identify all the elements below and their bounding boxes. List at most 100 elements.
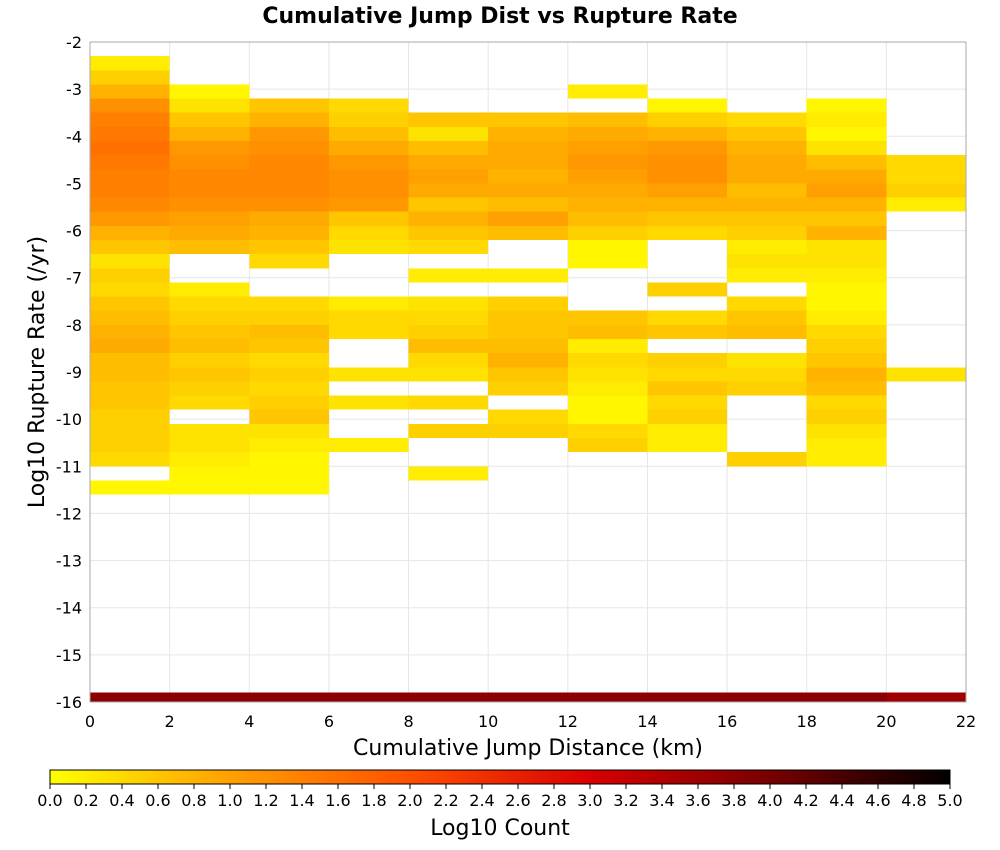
heatmap-cell xyxy=(169,84,250,99)
colorbar-tick-label: 5.0 xyxy=(937,791,962,810)
heatmap-cell xyxy=(169,324,250,339)
heatmap-cell xyxy=(169,339,250,354)
heatmap-cell xyxy=(328,183,409,198)
heatmap-cell xyxy=(806,310,887,325)
colorbar-tick-label: 1.0 xyxy=(217,791,242,810)
heatmap-cell xyxy=(567,225,648,240)
heatmap-cell xyxy=(806,296,887,311)
heatmap-cell xyxy=(169,480,250,495)
heatmap-cell xyxy=(488,310,568,325)
heatmap-cell xyxy=(90,254,170,269)
heatmap-cell xyxy=(806,381,887,396)
heatmap-cell xyxy=(647,197,728,212)
heatmap-cell xyxy=(169,126,250,141)
heatmap-cell xyxy=(567,254,648,269)
colorbar-tick-label: 1.8 xyxy=(361,791,386,810)
y-tick-label: -16 xyxy=(56,693,82,712)
heatmap-cell xyxy=(249,480,329,495)
heatmap-cell xyxy=(806,268,887,283)
heatmap-cell xyxy=(90,310,170,325)
heatmap-cell xyxy=(488,268,568,283)
heatmap-cell xyxy=(90,141,170,156)
colorbar-tick-label: 0.0 xyxy=(37,791,62,810)
heatmap-cell xyxy=(328,296,409,311)
heatmap-cell xyxy=(647,169,728,184)
heatmap-cell xyxy=(90,353,170,368)
heatmap-cell xyxy=(647,367,728,382)
heatmap-cell xyxy=(249,423,329,438)
heatmap-cell xyxy=(408,466,489,481)
heatmap-cell xyxy=(567,395,648,410)
heatmap-cell xyxy=(567,381,648,396)
heatmap-cell xyxy=(90,692,170,702)
heatmap-cell xyxy=(408,240,489,255)
heatmap-cell xyxy=(408,169,489,184)
heatmap-cell xyxy=(488,169,568,184)
heatmap-cell xyxy=(647,353,728,368)
heatmap-cell xyxy=(328,211,409,226)
colorbar-tick-label: 2.8 xyxy=(541,791,566,810)
heatmap-cell xyxy=(806,169,887,184)
heatmap-cell xyxy=(249,353,329,368)
heatmap-cell xyxy=(249,367,329,382)
colorbar-tick-label: 4.8 xyxy=(901,791,926,810)
heatmap-cell xyxy=(90,84,170,99)
y-tick-label: -13 xyxy=(56,552,82,571)
chart-title: Cumulative Jump Dist vs Rupture Rate xyxy=(262,4,737,29)
heatmap-cell xyxy=(727,197,807,212)
heatmap-cell xyxy=(647,211,728,226)
heatmap-cell xyxy=(328,438,409,453)
y-tick-label: -15 xyxy=(56,646,82,665)
y-tick-label: -4 xyxy=(66,127,82,146)
y-tick-label: -2 xyxy=(66,33,82,52)
heatmap-cell xyxy=(727,367,807,382)
heatmap-cell xyxy=(647,395,728,410)
colorbar-tick-label: 3.6 xyxy=(685,791,710,810)
y-tick-label: -10 xyxy=(56,410,82,429)
colorbar-tick-label: 3.8 xyxy=(721,791,746,810)
heatmap-cell xyxy=(567,126,648,141)
heatmap-cell xyxy=(806,324,887,339)
heatmap-cell xyxy=(806,409,887,424)
heatmap-cell xyxy=(90,381,170,396)
heatmap-cell xyxy=(567,367,648,382)
heatmap-cell xyxy=(488,126,568,141)
colorbar-tick-label: 3.2 xyxy=(613,791,638,810)
heatmap-cell xyxy=(806,395,887,410)
heatmap-cell xyxy=(488,211,568,226)
heatmap-cell xyxy=(647,112,728,127)
heatmap-cell xyxy=(488,353,568,368)
heatmap-cell xyxy=(328,197,409,212)
heatmap-cell xyxy=(90,56,170,71)
heatmap-cell xyxy=(90,324,170,339)
heatmap-cell xyxy=(727,141,807,156)
heatmap-cell xyxy=(727,296,807,311)
heatmap-cell xyxy=(249,183,329,198)
heatmap-cell xyxy=(328,98,409,113)
colorbar-tick-label: 1.6 xyxy=(325,791,350,810)
colorbar-tick-label: 1.4 xyxy=(289,791,314,810)
y-tick-label: -12 xyxy=(56,504,82,523)
heatmap-cell xyxy=(886,155,966,170)
heatmap-cell xyxy=(727,353,807,368)
heatmap-cell xyxy=(249,225,329,240)
heatmap-cell xyxy=(169,183,250,198)
heatmap-cell xyxy=(169,98,250,113)
x-tick-label: 20 xyxy=(876,712,896,731)
heatmap-cell xyxy=(408,211,489,226)
heatmap-cell xyxy=(647,155,728,170)
heatmap-cell xyxy=(567,339,648,354)
x-axis-ticks: 0 2 4 6 8 10 12 14 16 18 20 22 xyxy=(85,712,976,731)
heatmap-cell xyxy=(328,395,409,410)
heatmap-cell xyxy=(328,169,409,184)
heatmap-cell xyxy=(647,409,728,424)
heatmap-cell xyxy=(886,183,966,198)
heatmap-cell xyxy=(647,141,728,156)
heatmap-cell xyxy=(249,324,329,339)
heatmap-cell xyxy=(647,381,728,396)
colorbar-tick-label: 0.2 xyxy=(73,791,98,810)
heatmap-cell xyxy=(90,296,170,311)
heatmap-cell xyxy=(806,282,887,297)
y-tick-label: -7 xyxy=(66,269,82,288)
heatmap-cell xyxy=(567,240,648,255)
